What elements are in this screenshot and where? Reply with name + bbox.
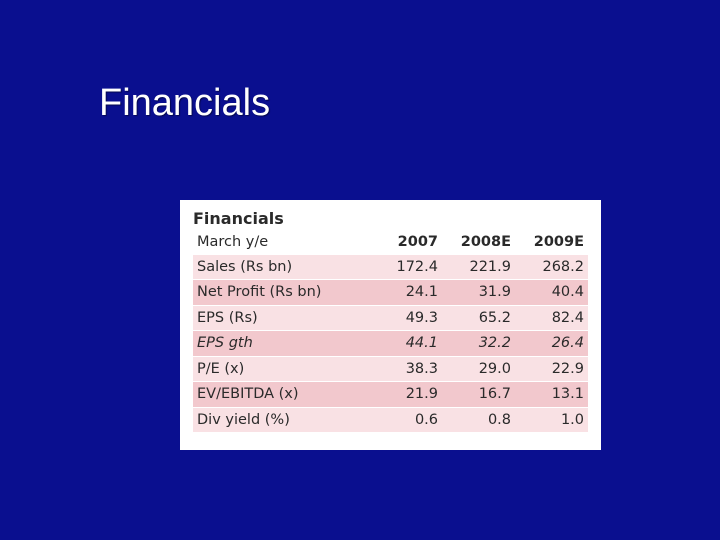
cell-value: 24.1 (369, 279, 442, 305)
header-label: March y/e (197, 234, 269, 251)
row-label: EPS (Rs) (193, 304, 369, 331)
header-year-2008e: 2008E (460, 234, 511, 251)
slide-title: Financials (99, 82, 271, 124)
table-header-row: March y/e 2007 2008E 2009E (193, 230, 588, 255)
table-row: Net Profit (Rs bn) 24.1 31.9 40.4 (193, 279, 588, 305)
row-label: Div yield (%) (193, 406, 369, 432)
cell-value: 0.8 (442, 406, 515, 432)
cell-value: 221.9 (442, 254, 515, 280)
row-label: Sales (Rs bn) (193, 254, 369, 280)
table-row: EV/EBITDA (x) 21.9 16.7 13.1 (193, 381, 588, 407)
cell-value: 16.7 (442, 381, 515, 407)
cell-value: 44.1 (369, 330, 442, 356)
row-label: EPS gth (193, 330, 369, 356)
row-label: Net Profit (Rs bn) (193, 279, 369, 305)
table-heading: Financials (193, 209, 284, 228)
cell-value: 29.0 (442, 355, 515, 382)
cell-value: 172.4 (369, 254, 442, 280)
table-row: Sales (Rs bn) 172.4 221.9 268.2 (193, 254, 588, 280)
header-year-2009e: 2009E (533, 234, 584, 251)
cell-value: 22.9 (515, 355, 588, 382)
row-label: EV/EBITDA (x) (193, 381, 369, 407)
cell-value: 65.2 (442, 304, 515, 331)
cell-value: 1.0 (515, 406, 588, 432)
cell-value: 0.6 (369, 406, 442, 432)
row-label: P/E (x) (193, 355, 369, 382)
cell-value: 13.1 (515, 381, 588, 407)
cell-value: 38.3 (369, 355, 442, 382)
cell-value: 268.2 (515, 254, 588, 280)
header-year-2007: 2007 (397, 234, 438, 251)
cell-value: 82.4 (515, 304, 588, 331)
cell-value: 31.9 (442, 279, 515, 305)
financials-table-panel: Financials March y/e 2007 2008E 2009E Sa… (180, 200, 601, 450)
cell-value: 32.2 (442, 330, 515, 356)
cell-value: 21.9 (369, 381, 442, 407)
cell-value: 49.3 (369, 304, 442, 331)
cell-value: 40.4 (515, 279, 588, 305)
financials-table: March y/e 2007 2008E 2009E Sales (Rs bn)… (193, 230, 588, 432)
table-row: P/E (x) 38.3 29.0 22.9 (193, 355, 588, 382)
table-row: EPS gth 44.1 32.2 26.4 (193, 330, 588, 356)
cell-value: 26.4 (515, 330, 588, 356)
table-row: Div yield (%) 0.6 0.8 1.0 (193, 406, 588, 432)
table-row: EPS (Rs) 49.3 65.2 82.4 (193, 304, 588, 331)
